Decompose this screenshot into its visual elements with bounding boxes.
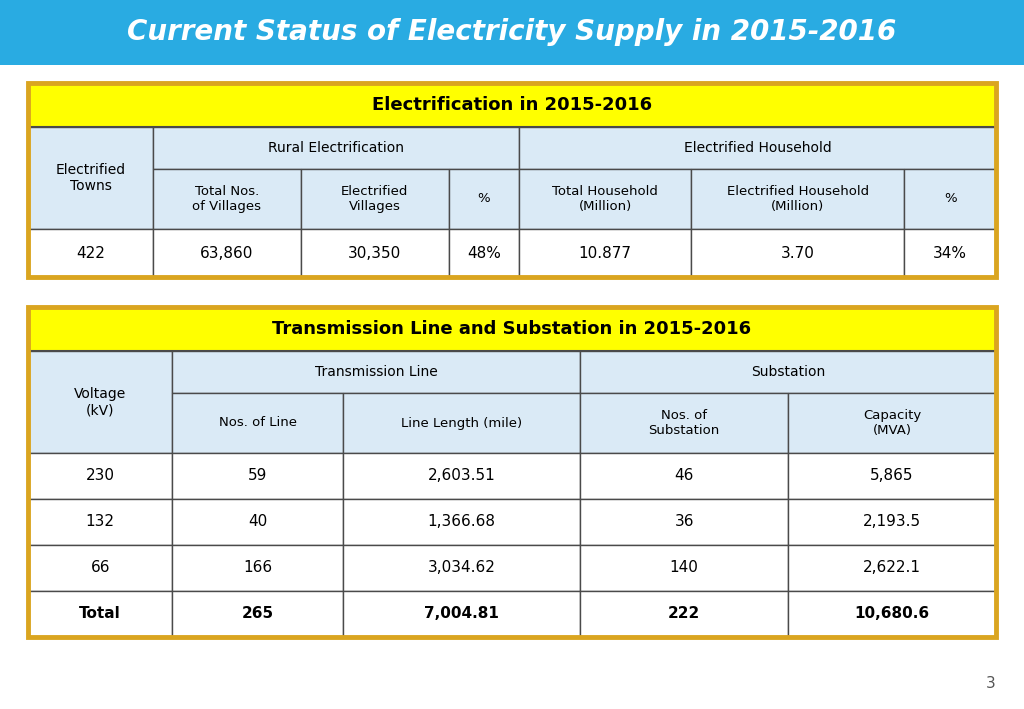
Text: 10,680.6: 10,680.6 (854, 606, 930, 622)
Bar (343, 499, 581, 545)
Text: %: % (477, 193, 490, 206)
Text: 40: 40 (248, 515, 267, 530)
Bar (28, 83, 996, 127)
Bar (28, 307, 996, 351)
Bar (691, 169, 904, 229)
Bar (343, 545, 581, 591)
Text: Total: Total (79, 606, 121, 622)
Text: 230: 230 (86, 469, 115, 484)
Bar (28, 453, 172, 499)
Bar (449, 229, 519, 277)
Text: 10.877: 10.877 (579, 245, 632, 260)
Text: 1,366.68: 1,366.68 (428, 515, 496, 530)
Bar (788, 591, 996, 637)
Bar (172, 499, 343, 545)
Bar (788, 393, 996, 453)
Text: Nos. of
Substation: Nos. of Substation (648, 409, 720, 437)
Text: 132: 132 (86, 515, 115, 530)
Bar (301, 169, 449, 229)
Text: Total Nos.
of Villages: Total Nos. of Villages (193, 185, 261, 213)
Text: 5,865: 5,865 (870, 469, 913, 484)
Text: 48%: 48% (467, 245, 501, 260)
Text: Line Length (mile): Line Length (mile) (401, 416, 522, 430)
Text: 2,622.1: 2,622.1 (863, 561, 921, 576)
Text: Total Household
(Million): Total Household (Million) (552, 185, 658, 213)
Bar (301, 229, 449, 277)
Text: 2,193.5: 2,193.5 (863, 515, 922, 530)
Bar (904, 169, 996, 229)
Text: Transmission Line: Transmission Line (315, 365, 437, 379)
Bar (153, 127, 519, 169)
Bar (28, 127, 153, 229)
Bar (581, 351, 996, 393)
Text: Capacity
(MVA): Capacity (MVA) (863, 409, 922, 437)
Bar (449, 169, 519, 229)
Text: 3.70: 3.70 (780, 245, 815, 260)
Text: 30,350: 30,350 (348, 245, 401, 260)
Text: 7,004.81: 7,004.81 (424, 606, 499, 622)
Text: Nos. of Line: Nos. of Line (219, 416, 297, 430)
Text: 36: 36 (675, 515, 694, 530)
Text: %: % (944, 193, 956, 206)
Text: Electrified
Towns: Electrified Towns (55, 163, 126, 193)
Text: Electrified Household: Electrified Household (684, 141, 831, 155)
Text: 222: 222 (668, 606, 700, 622)
Bar (788, 545, 996, 591)
Bar (153, 229, 301, 277)
Text: 59: 59 (248, 469, 267, 484)
Bar (0, 0, 1024, 65)
Text: Current Status of Electricity Supply in 2015-2016: Current Status of Electricity Supply in … (127, 18, 897, 47)
Bar (581, 545, 788, 591)
Text: Voltage
(kV): Voltage (kV) (74, 387, 126, 417)
Bar (28, 229, 153, 277)
Text: Rural Electrification: Rural Electrification (268, 141, 404, 155)
Bar (172, 453, 343, 499)
Bar (581, 499, 788, 545)
Text: 46: 46 (675, 469, 694, 484)
Bar (343, 591, 581, 637)
Bar (343, 453, 581, 499)
Text: Electrified Household
(Million): Electrified Household (Million) (727, 185, 868, 213)
Bar (172, 351, 581, 393)
Text: 66: 66 (90, 561, 110, 576)
Bar (581, 591, 788, 637)
Bar (788, 453, 996, 499)
Bar (172, 545, 343, 591)
Bar (788, 499, 996, 545)
Text: 422: 422 (76, 245, 104, 260)
Bar (581, 453, 788, 499)
Text: Electrification in 2015-2016: Electrification in 2015-2016 (372, 96, 652, 114)
Text: 140: 140 (670, 561, 698, 576)
Bar (904, 229, 996, 277)
Text: 265: 265 (242, 606, 274, 622)
Bar (172, 393, 343, 453)
Bar (28, 83, 996, 277)
Bar (28, 351, 172, 453)
Text: 3,034.62: 3,034.62 (428, 561, 496, 576)
Text: 63,860: 63,860 (200, 245, 254, 260)
Bar (28, 591, 172, 637)
Bar (153, 169, 301, 229)
Bar (519, 169, 691, 229)
Bar (28, 499, 172, 545)
Text: 34%: 34% (933, 245, 968, 260)
Bar (519, 229, 691, 277)
Text: Substation: Substation (751, 365, 825, 379)
Text: 166: 166 (244, 561, 272, 576)
Text: Electrified
Villages: Electrified Villages (341, 185, 409, 213)
Bar (581, 393, 788, 453)
Text: 2,603.51: 2,603.51 (428, 469, 496, 484)
Bar (343, 393, 581, 453)
Bar (519, 127, 996, 169)
Bar (691, 229, 904, 277)
Bar (28, 545, 172, 591)
Bar (28, 307, 996, 637)
Text: Transmission Line and Substation in 2015-2016: Transmission Line and Substation in 2015… (272, 320, 752, 338)
Text: 3: 3 (986, 676, 996, 691)
Bar (172, 591, 343, 637)
